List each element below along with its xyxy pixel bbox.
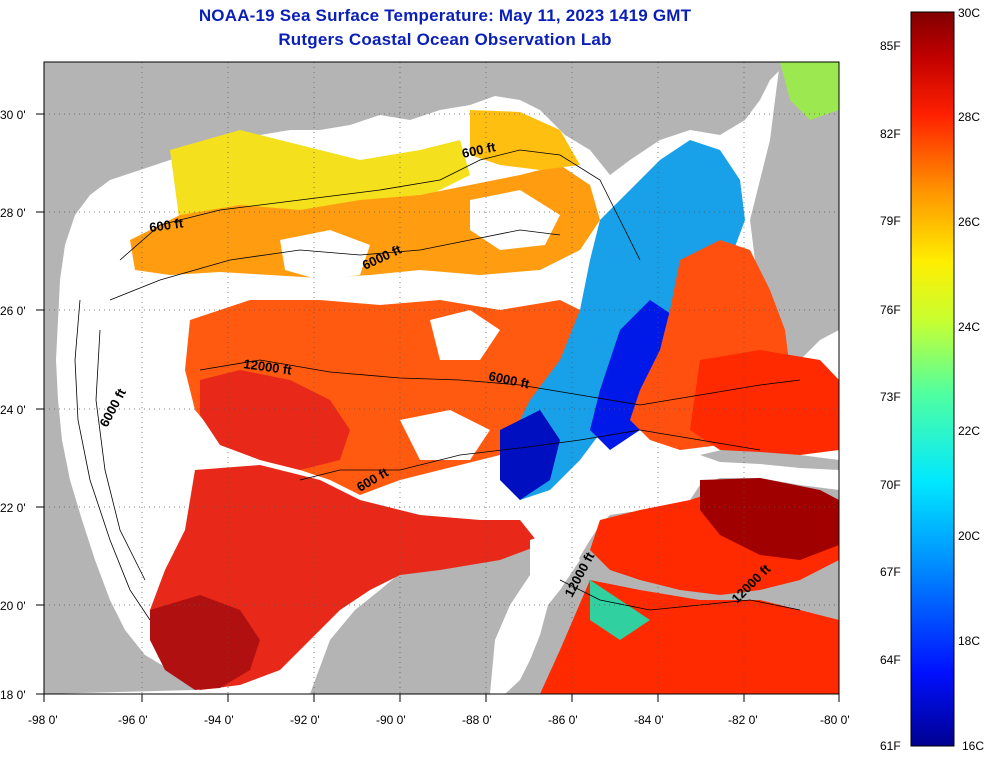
lon-tick-label: -86 0' (548, 713, 578, 727)
colorbar-f-label: 79F (880, 214, 901, 228)
lat-tick-label: 22 0' (0, 501, 26, 515)
colorbar-f-label: 64F (880, 653, 901, 667)
colorbar-f-label: 73F (880, 390, 901, 404)
colorbar-f-label: 70F (880, 478, 901, 492)
colorbar-f-label: 85F (880, 39, 901, 53)
contour-label: 12000 ft (243, 356, 294, 378)
map-subtitle: Rutgers Coastal Ocean Observation Lab (278, 30, 612, 49)
colorbar-c-label: 26C (958, 215, 980, 229)
lon-tick-label: -98 0' (28, 713, 58, 727)
colorbar-c-label: 28C (958, 110, 980, 124)
colorbar-c-label: 24C (958, 320, 980, 334)
lat-tick-label: 18 0' (0, 688, 26, 702)
lat-tick-label: 30 0' (0, 108, 26, 122)
colorbar-gradient (910, 11, 955, 747)
lon-tick-label: -92 0' (290, 713, 320, 727)
longitude-labels: -98 0' -96 0' -94 0' -92 0' -90 0' -88 0… (28, 713, 850, 727)
lon-tick-label: -80 0' (820, 713, 850, 727)
bathymetry-contours (74, 149, 801, 621)
contour-label: 600 ft (461, 139, 498, 161)
colorbar-f-label: 67F (880, 565, 901, 579)
contour-label: 600 ft (148, 215, 184, 235)
colorbar-f-label: 76F (880, 303, 901, 317)
lon-tick-label: -90 0' (376, 713, 406, 727)
lon-tick-label: -94 0' (204, 713, 234, 727)
axis-ticks (36, 113, 840, 702)
colorbar-f-label: 82F (880, 127, 901, 141)
colorbar: 85F 82F 79F 76F 73F 70F 67F 64F 61F 30C … (880, 6, 984, 753)
lon-tick-label: -82 0' (728, 713, 758, 727)
lon-tick-label: -88 0' (462, 713, 492, 727)
lat-tick-label: 24 0' (0, 403, 26, 417)
lat-tick-label: 28 0' (0, 206, 26, 220)
lat-tick-label: 20 0' (0, 599, 26, 613)
colorbar-c-label: 16C (962, 739, 984, 753)
colorbar-c-label: 18C (958, 634, 980, 648)
lat-tick-label: 26 0' (0, 304, 26, 318)
graticule (44, 62, 839, 694)
latitude-labels: 30 0' 28 0' 26 0' 24 0' 22 0' 20 0' 18 0… (0, 108, 26, 702)
lon-tick-label: -84 0' (634, 713, 664, 727)
colorbar-f-label: 61F (880, 739, 901, 753)
colorbar-c-label: 22C (958, 424, 980, 438)
map-title: NOAA-19 Sea Surface Temperature: May 11,… (198, 6, 692, 25)
lon-tick-label: -96 0' (118, 713, 148, 727)
colorbar-c-label: 20C (958, 529, 980, 543)
colorbar-c-label: 30C (958, 6, 980, 20)
sst-data (130, 62, 839, 694)
